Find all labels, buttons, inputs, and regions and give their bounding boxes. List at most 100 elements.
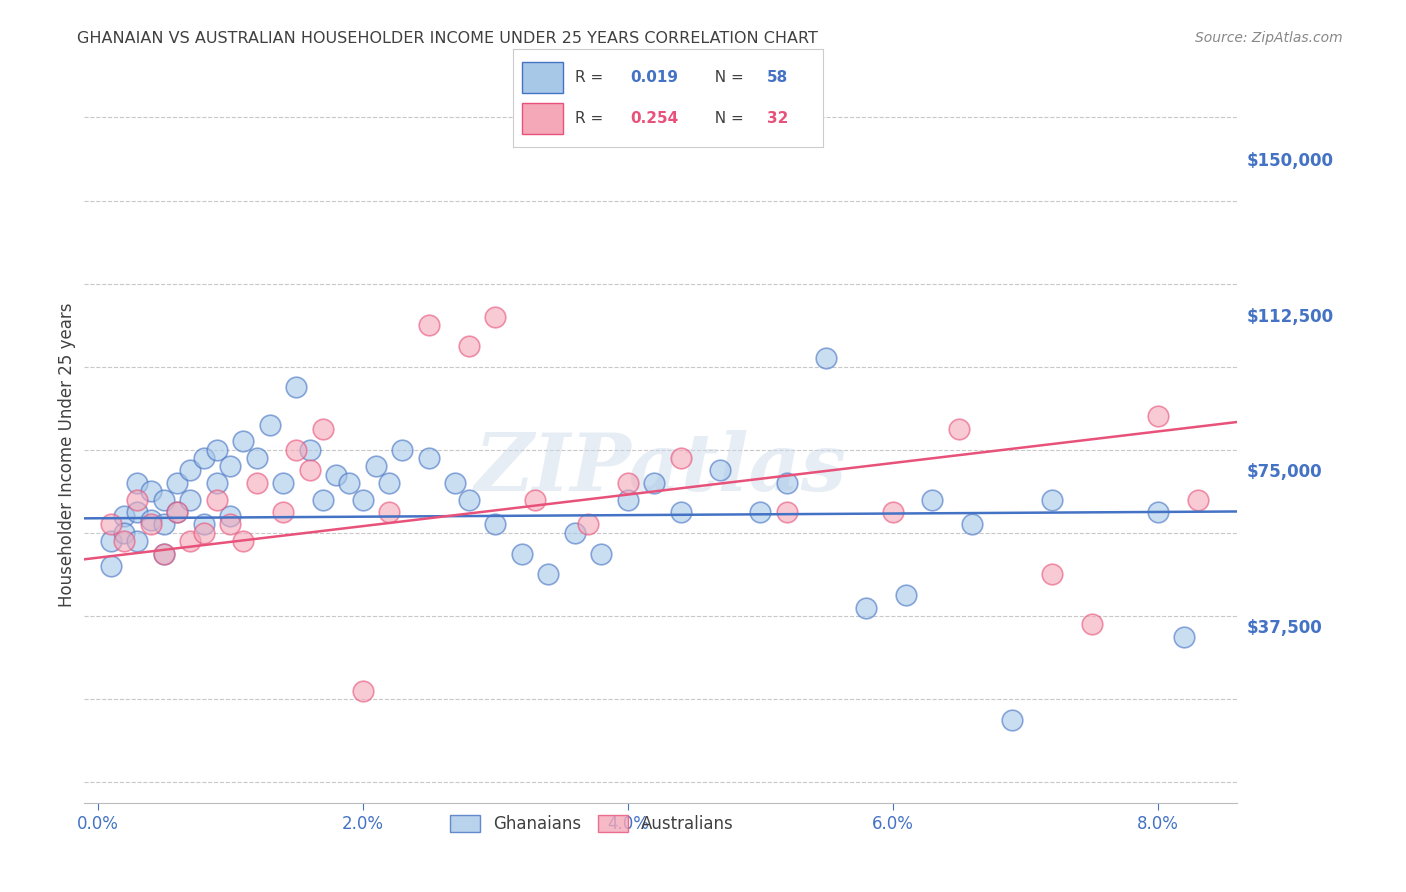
FancyBboxPatch shape — [523, 103, 562, 135]
Point — [219, 509, 242, 524]
Point — [576, 517, 599, 532]
Point — [1040, 492, 1063, 507]
Point — [339, 475, 361, 490]
Point — [139, 484, 162, 499]
Point — [166, 505, 188, 519]
Point — [246, 450, 269, 465]
Point — [378, 505, 401, 519]
Point — [1146, 409, 1168, 424]
Text: 0.019: 0.019 — [631, 70, 679, 85]
Point — [457, 339, 479, 353]
Text: GHANAIAN VS AUSTRALIAN HOUSEHOLDER INCOME UNDER 25 YEARS CORRELATION CHART: GHANAIAN VS AUSTRALIAN HOUSEHOLDER INCOM… — [77, 31, 818, 46]
Point — [1187, 492, 1209, 507]
Point — [127, 505, 149, 519]
Point — [510, 547, 533, 561]
Point — [112, 509, 135, 524]
Point — [709, 463, 731, 477]
Point — [643, 475, 665, 490]
Point — [591, 547, 613, 561]
Point — [153, 547, 176, 561]
Point — [312, 492, 335, 507]
Point — [298, 442, 321, 457]
Point — [1040, 567, 1063, 582]
Point — [193, 450, 215, 465]
Point — [776, 475, 799, 490]
Text: 0.254: 0.254 — [631, 112, 679, 127]
Point — [166, 505, 188, 519]
Text: R =: R = — [575, 112, 609, 127]
Point — [179, 534, 201, 549]
Point — [153, 517, 176, 532]
FancyBboxPatch shape — [523, 62, 562, 94]
Legend: Ghanaians, Australians: Ghanaians, Australians — [443, 808, 741, 839]
Point — [894, 588, 917, 602]
Point — [153, 547, 176, 561]
Point — [285, 442, 308, 457]
Point — [364, 459, 387, 474]
Point — [484, 517, 506, 532]
Point — [298, 463, 321, 477]
Point — [232, 434, 254, 449]
Point — [205, 442, 228, 457]
Point — [127, 534, 149, 549]
Point — [219, 459, 242, 474]
Point — [325, 467, 347, 482]
Point — [205, 475, 228, 490]
Point — [179, 492, 201, 507]
Point — [100, 534, 122, 549]
Text: 32: 32 — [766, 112, 789, 127]
Point — [193, 517, 215, 532]
Point — [537, 567, 560, 582]
Point — [205, 492, 228, 507]
Point — [960, 517, 983, 532]
Point — [112, 525, 135, 540]
Point — [271, 475, 294, 490]
Point — [1146, 505, 1168, 519]
Point — [418, 450, 440, 465]
Y-axis label: Householder Income Under 25 years: Householder Income Under 25 years — [58, 302, 76, 607]
Point — [1080, 617, 1102, 632]
Point — [352, 492, 374, 507]
Point — [127, 475, 149, 490]
Point — [749, 505, 772, 519]
Point — [232, 534, 254, 549]
Point — [921, 492, 943, 507]
Point — [139, 517, 162, 532]
Point — [271, 505, 294, 519]
Point — [259, 417, 281, 432]
Point — [523, 492, 546, 507]
Point — [564, 525, 586, 540]
Text: 58: 58 — [766, 70, 789, 85]
Point — [457, 492, 479, 507]
Point — [352, 683, 374, 698]
Text: Source: ZipAtlas.com: Source: ZipAtlas.com — [1195, 31, 1343, 45]
Point — [378, 475, 401, 490]
Point — [285, 380, 308, 394]
Point — [882, 505, 904, 519]
Text: N =: N = — [704, 112, 748, 127]
Point — [100, 517, 122, 532]
Point — [127, 492, 149, 507]
Point — [246, 475, 269, 490]
Point — [391, 442, 413, 457]
Text: N =: N = — [704, 70, 748, 85]
Point — [1001, 713, 1024, 727]
Point — [484, 310, 506, 324]
Point — [616, 475, 638, 490]
Point — [112, 534, 135, 549]
Point — [312, 422, 335, 436]
Point — [166, 475, 188, 490]
Point — [100, 559, 122, 574]
Point — [444, 475, 467, 490]
Point — [948, 422, 970, 436]
Point — [193, 525, 215, 540]
Point — [815, 351, 838, 366]
Text: ZIPatlas: ZIPatlas — [475, 430, 846, 508]
Point — [855, 600, 877, 615]
Point — [179, 463, 201, 477]
Text: R =: R = — [575, 70, 609, 85]
Point — [669, 505, 692, 519]
Point — [669, 450, 692, 465]
Point — [153, 492, 176, 507]
Point — [219, 517, 242, 532]
